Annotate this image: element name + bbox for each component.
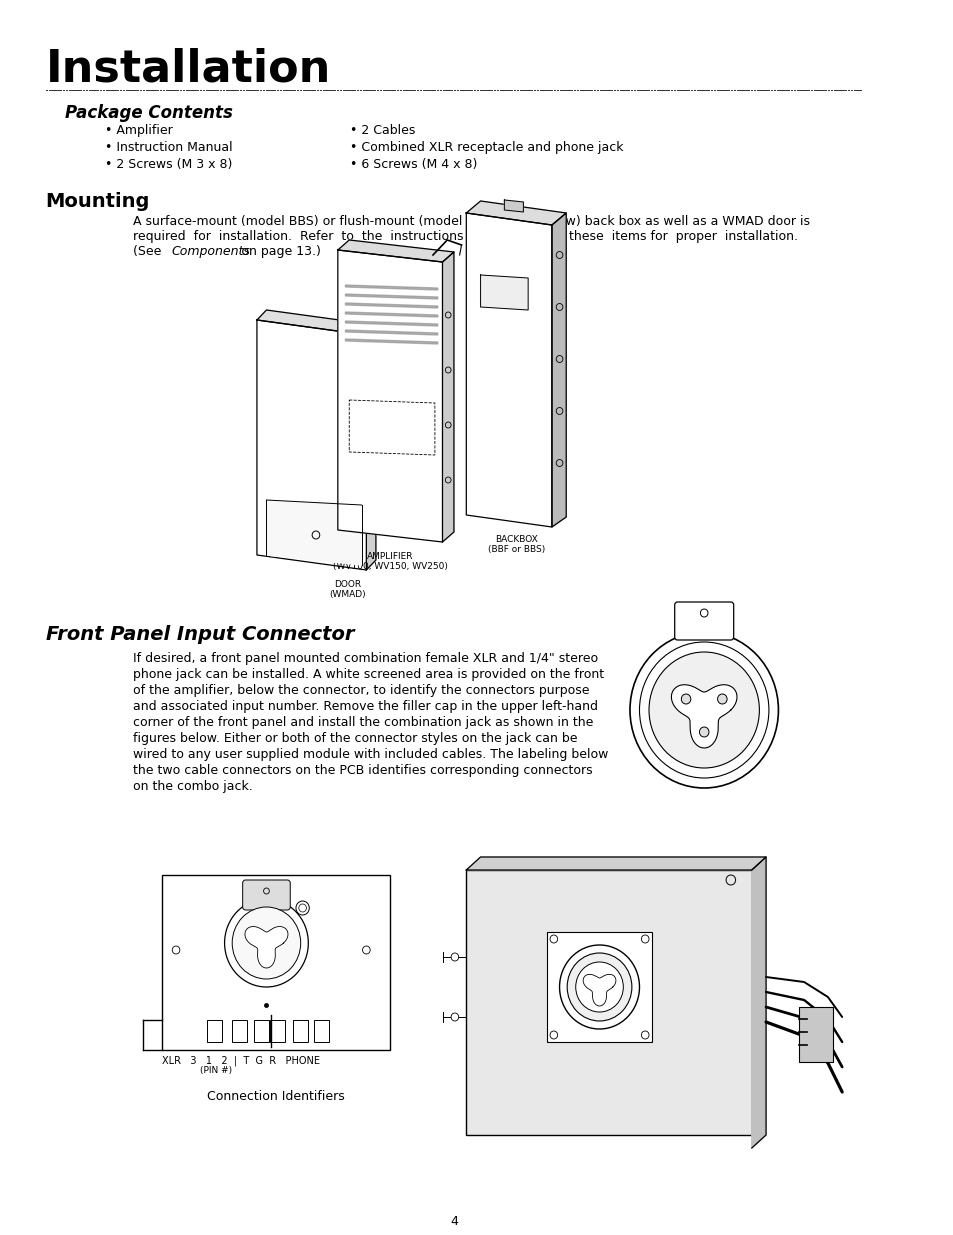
Text: DOOR
(WMAD): DOOR (WMAD) — [329, 580, 365, 599]
Text: on the combo jack.: on the combo jack. — [133, 781, 253, 793]
Bar — [547, 932, 651, 1042]
Bar — [232, 1020, 247, 1042]
Polygon shape — [345, 330, 437, 335]
Text: • 2 Cables: • 2 Cables — [350, 124, 416, 137]
Text: (See                    on page 13.): (See on page 13.) — [133, 245, 321, 258]
Text: Connection Identifiers: Connection Identifiers — [207, 1091, 344, 1103]
Text: Front Panel Input Connector: Front Panel Input Connector — [46, 625, 354, 643]
Text: • 6 Screws (M 4 x 8): • 6 Screws (M 4 x 8) — [350, 158, 477, 170]
Bar — [293, 1020, 308, 1042]
Circle shape — [648, 652, 759, 768]
Text: corner of the front panel and install the combination jack as shown in the: corner of the front panel and install th… — [133, 716, 593, 729]
Polygon shape — [345, 303, 437, 308]
Polygon shape — [466, 857, 765, 869]
Text: 3: 3 — [729, 690, 734, 699]
Circle shape — [680, 694, 690, 704]
Bar — [314, 1020, 329, 1042]
Polygon shape — [337, 249, 442, 542]
Circle shape — [559, 945, 639, 1029]
Polygon shape — [466, 201, 566, 225]
Text: (PIN #): (PIN #) — [199, 1066, 232, 1074]
Text: Components: Components — [172, 245, 250, 258]
Text: 1: 1 — [701, 741, 706, 751]
Text: Installation: Installation — [46, 48, 331, 91]
Polygon shape — [345, 312, 437, 317]
Bar — [206, 1020, 221, 1042]
Text: • Instruction Manual: • Instruction Manual — [105, 141, 233, 154]
Text: If desired, a front panel mounted combination female XLR and 1/4" stereo: If desired, a front panel mounted combin… — [133, 652, 598, 664]
Polygon shape — [266, 500, 361, 564]
Text: phone jack can be installed. A white screened area is provided on the front: phone jack can be installed. A white scr… — [133, 668, 603, 680]
Polygon shape — [256, 310, 375, 335]
Text: PUSH: PUSH — [690, 620, 717, 630]
Polygon shape — [442, 252, 454, 542]
Polygon shape — [671, 684, 737, 748]
Circle shape — [232, 906, 300, 979]
Text: the two cable connectors on the PCB identifies corresponding connectors: the two cable connectors on the PCB iden… — [133, 764, 592, 777]
Text: • Amplifier: • Amplifier — [105, 124, 172, 137]
Text: Mounting: Mounting — [46, 191, 150, 211]
Text: • 2 Screws (M 3 x 8): • 2 Screws (M 3 x 8) — [105, 158, 232, 170]
Text: A surface-mount (model BBS) or flush-mount (model BBF shown below) back box as w: A surface-mount (model BBS) or flush-mou… — [133, 215, 809, 228]
Polygon shape — [345, 321, 437, 326]
Circle shape — [717, 694, 726, 704]
Text: XLR   3   1   2  |  T  G  R   PHONE: XLR 3 1 2 | T G R PHONE — [162, 1055, 319, 1066]
Polygon shape — [256, 320, 366, 571]
Text: and associated input number. Remove the filler cap in the upper left-hand: and associated input number. Remove the … — [133, 700, 598, 713]
Text: • Combined XLR receptacle and phone jack: • Combined XLR receptacle and phone jack — [350, 141, 623, 154]
Circle shape — [639, 642, 768, 778]
Text: of the amplifier, below the connector, to identify the connectors purpose: of the amplifier, below the connector, t… — [133, 684, 589, 697]
Polygon shape — [345, 338, 437, 345]
Polygon shape — [466, 212, 552, 527]
Text: AMPLIFIER
(WV100, WV150, WV250): AMPLIFIER (WV100, WV150, WV250) — [333, 552, 447, 572]
Polygon shape — [504, 200, 523, 212]
Text: figures below. Either or both of the connector styles on the jack can be: figures below. Either or both of the con… — [133, 732, 578, 745]
Text: Package Contents: Package Contents — [65, 104, 233, 122]
Bar — [253, 1020, 269, 1042]
Text: 4: 4 — [450, 1215, 457, 1228]
Polygon shape — [552, 212, 566, 527]
Polygon shape — [349, 400, 435, 454]
Circle shape — [451, 953, 458, 961]
Polygon shape — [582, 974, 616, 1007]
Circle shape — [629, 632, 778, 788]
Circle shape — [575, 962, 622, 1011]
Circle shape — [451, 1013, 458, 1021]
Bar — [270, 1020, 285, 1042]
Polygon shape — [480, 275, 528, 310]
Bar — [466, 869, 751, 1135]
Polygon shape — [366, 325, 375, 571]
FancyBboxPatch shape — [674, 601, 733, 640]
Polygon shape — [345, 294, 437, 299]
Bar — [162, 876, 390, 1050]
FancyBboxPatch shape — [242, 881, 290, 910]
Polygon shape — [751, 857, 765, 1149]
Bar — [799, 1007, 832, 1062]
Circle shape — [699, 727, 708, 737]
Text: BACKBOX
(BBF or BBS): BACKBOX (BBF or BBS) — [488, 535, 545, 555]
Text: required  for  installation.  Refer  to  the  instructions  provided  with  thes: required for installation. Refer to the … — [133, 230, 798, 243]
Text: wired to any user supplied module with included cables. The labeling below: wired to any user supplied module with i… — [133, 748, 608, 761]
Circle shape — [224, 899, 308, 987]
Polygon shape — [245, 926, 288, 968]
Polygon shape — [337, 240, 454, 262]
Text: 2: 2 — [673, 690, 678, 699]
Circle shape — [567, 953, 631, 1021]
Polygon shape — [345, 285, 437, 290]
